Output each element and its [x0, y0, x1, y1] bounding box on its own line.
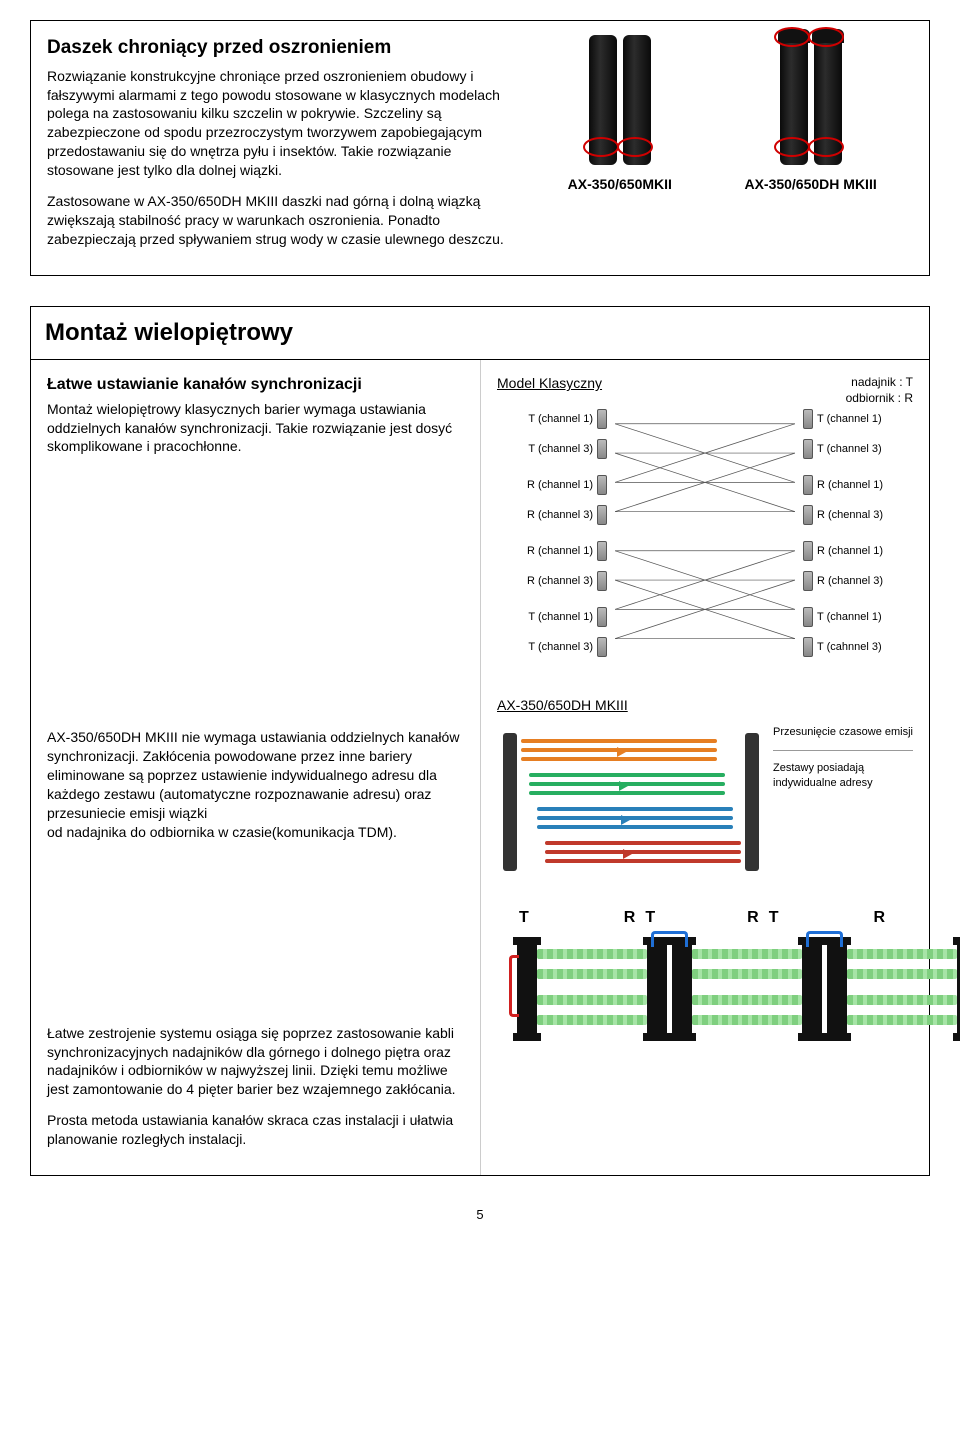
classic-sensor-row: T (channel 1) — [803, 406, 903, 432]
classic-sensor-row: T (cahnnel 3) — [803, 634, 903, 660]
legend-r: odbiornik : R — [846, 390, 913, 406]
tr-label: R — [873, 907, 885, 929]
classic-sensor-row: R (channel 3) — [803, 568, 903, 594]
cross-lines-svg — [615, 414, 795, 668]
beam-set — [545, 841, 741, 863]
beam-span — [692, 995, 802, 1025]
beam-span — [692, 949, 802, 979]
classic-sensor-row: T (channel 1) — [803, 604, 903, 630]
highlight-circle — [617, 137, 653, 157]
sync-connector-blue — [651, 931, 688, 947]
pillar — [827, 941, 847, 1037]
classic-sensor-row: R (channel 1) — [507, 472, 607, 498]
dh-notes: Przesunięcie czasowe emisji Zestawy posi… — [773, 721, 913, 877]
classic-sensor-row: R (channel 3) — [507, 502, 607, 528]
classic-sensor-row: T (channel 1) — [507, 406, 607, 432]
frost-hood-para2: Zastosowane w AX-350/650DH MKIII daszki … — [47, 192, 513, 249]
classic-diagram: T (channel 1) T (channel 3) R (channel 1) R… — [497, 406, 913, 676]
sync-connector-red — [509, 955, 519, 1017]
frost-hood-box: Daszek chroniący przed oszronieniem Rozw… — [30, 20, 930, 276]
tr-label: R — [747, 907, 759, 929]
sync-channels-para: Montaż wielopiętrowy klasycznych barier … — [47, 400, 464, 457]
classic-sensor-row: R (channel 1) — [507, 538, 607, 564]
dh-note-timing: Przesunięcie czasowe emisji — [773, 721, 913, 751]
highlight-circle — [774, 137, 810, 157]
pillar — [672, 941, 692, 1037]
page-number: 5 — [30, 1206, 930, 1224]
highlight-circle — [583, 137, 619, 157]
highlight-circle — [774, 27, 810, 47]
legend-t: nadajnik : T — [846, 374, 913, 390]
tr-label: R — [624, 907, 636, 929]
tr-label: T — [519, 907, 529, 929]
sensor-body — [623, 35, 651, 165]
tr-diagram: TRTRTR — [497, 907, 913, 1047]
beam-span — [847, 949, 957, 979]
classic-sensor-row: R (channel 1) — [803, 538, 903, 564]
classic-sensor-row: R (channel 3) — [507, 568, 607, 594]
beam-span — [537, 949, 647, 979]
classic-sensor-row: T (channel 1) — [507, 604, 607, 630]
sensor-body-hood — [780, 35, 808, 165]
multi-storey-left: Łatwe ustawianie kanałów synchronizacji … — [31, 360, 480, 1175]
sensor-body — [589, 35, 617, 165]
multi-storey-right: Model Klasyczny nadajnik : T odbiornik :… — [480, 360, 929, 1175]
pillar — [802, 941, 822, 1037]
beam-span — [847, 995, 957, 1025]
dh-no-channels-para: AX-350/650DH MKIII nie wymaga ustawiania… — [47, 728, 464, 841]
multi-storey-body: Łatwe ustawianie kanałów synchronizacji … — [30, 360, 930, 1176]
classic-sensor-row: T (channel 3) — [507, 436, 607, 462]
classic-sensor-row: T (channel 3) — [507, 634, 607, 660]
legend: nadajnik : T odbiornik : R — [846, 374, 913, 406]
dh-diagram — [497, 727, 765, 877]
dh-model-label: AX-350/650DH MKIII — [497, 696, 628, 715]
beam-set — [537, 807, 733, 829]
highlight-circle — [808, 137, 844, 157]
device-label-dh: AX-350/650DH MKIII — [744, 175, 876, 194]
highlight-circle — [808, 27, 844, 47]
sync-connector-blue — [806, 931, 843, 947]
pillar — [647, 941, 667, 1037]
multi-storey-heading-box: Montaż wielopiętrowy — [30, 306, 930, 360]
easy-tuning-para2: Prosta metoda ustawiania kanałów skraca … — [47, 1111, 464, 1149]
multi-storey-heading: Montaż wielopiętrowy — [45, 317, 915, 349]
classic-sensor-row: T (channel 3) — [803, 436, 903, 462]
frost-hood-para1: Rozwiązanie konstrukcyjne chroniące prze… — [47, 67, 513, 180]
frost-hood-title: Daszek chroniący przed oszronieniem — [47, 35, 513, 61]
device-mkii: AX-350/650MKII — [568, 35, 672, 194]
beam-span — [537, 995, 647, 1025]
tr-label: T — [769, 907, 779, 929]
frost-hood-image-col: AX-350/650MKII AX-350/650DH MKIII — [531, 35, 913, 261]
sensor-body-hood — [814, 35, 842, 165]
frost-hood-text-col: Daszek chroniący przed oszronieniem Rozw… — [47, 35, 513, 261]
classic-sensor-row: R (channel 1) — [803, 472, 903, 498]
classic-sensor-row: R (chennal 3) — [803, 502, 903, 528]
device-dh-mkiii: AX-350/650DH MKIII — [744, 35, 876, 194]
dh-note-address: Zestawy posiadają indywidualne adresy — [773, 761, 913, 791]
classic-model-label: Model Klasyczny — [497, 374, 602, 393]
device-label-mkii: AX-350/650MKII — [568, 175, 672, 194]
easy-tuning-para1: Łatwe zestrojenie systemu osiąga się pop… — [47, 1024, 464, 1100]
tr-label: T — [645, 907, 655, 929]
sync-channels-title: Łatwe ustawianie kanałów synchronizacji — [47, 374, 464, 396]
pillar — [517, 941, 537, 1037]
